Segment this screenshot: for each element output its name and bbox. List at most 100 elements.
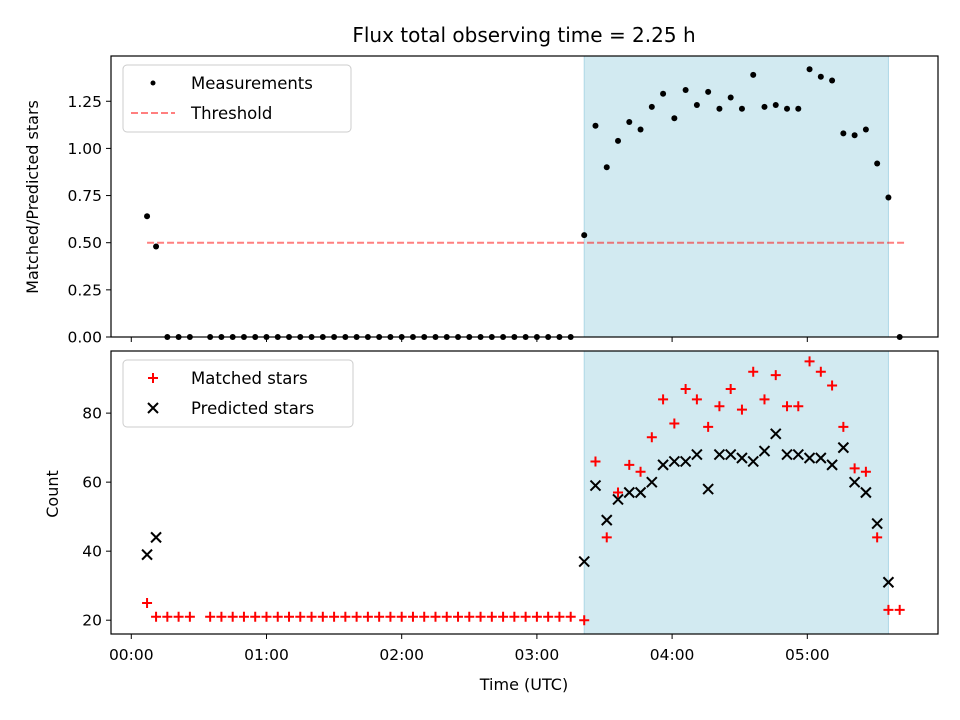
data-point <box>295 611 306 622</box>
data-point <box>815 452 827 464</box>
y-tick-label: 40 <box>82 543 102 561</box>
data-point <box>803 452 816 464</box>
data-point <box>581 232 588 239</box>
data-point <box>635 466 646 477</box>
data-point <box>871 517 883 530</box>
y-tick-label: 0.00 <box>67 329 102 347</box>
data-point <box>453 611 464 622</box>
data-point <box>750 71 757 78</box>
data-point <box>714 401 725 412</box>
data-point <box>579 615 590 626</box>
legend-marker <box>148 373 158 383</box>
top-ylabel: Matched/Predicted stars <box>23 100 42 294</box>
data-point <box>430 611 441 622</box>
data-point <box>615 137 622 144</box>
data-point <box>592 122 599 129</box>
data-point <box>837 441 850 454</box>
data-point <box>648 103 655 110</box>
figure-title: Flux total observing time = 2.25 h <box>352 23 695 47</box>
data-point <box>657 459 669 471</box>
y-tick-label: 80 <box>82 405 102 423</box>
data-point <box>894 604 905 615</box>
data-point <box>464 611 475 622</box>
data-point <box>680 383 691 394</box>
x-tick-label: 00:00 <box>109 646 154 664</box>
x-tick-label: 02:00 <box>379 646 424 664</box>
data-point <box>646 432 657 443</box>
y-tick-label: 60 <box>82 474 102 492</box>
legend: Matched stars Predicted stars <box>122 359 354 428</box>
data-point <box>407 611 418 622</box>
data-point <box>882 576 895 588</box>
data-point <box>827 380 838 391</box>
data-point <box>691 448 703 461</box>
data-point <box>658 394 669 405</box>
data-point <box>205 611 216 622</box>
y-tick-label: 0.50 <box>67 234 102 252</box>
data-point <box>759 394 770 405</box>
data-point <box>806 66 813 73</box>
legend-marker <box>147 402 159 414</box>
data-point <box>272 611 283 622</box>
data-point <box>329 611 340 622</box>
series-matched-stars <box>142 356 905 626</box>
data-point <box>589 479 602 492</box>
data-point <box>351 611 362 622</box>
data-point <box>601 514 613 526</box>
data-point <box>509 611 520 622</box>
data-point <box>227 611 238 622</box>
data-point <box>848 476 861 488</box>
data-point <box>419 611 430 622</box>
data-point <box>578 555 590 568</box>
data-point <box>815 366 826 377</box>
legend: Measurements Threshold <box>122 64 352 133</box>
data-point <box>498 611 509 622</box>
y-tick-label: 1.25 <box>67 93 102 111</box>
data-point <box>238 611 249 622</box>
data-point <box>669 418 680 429</box>
data-point <box>747 455 759 468</box>
data-point <box>142 597 153 608</box>
observing-window-span <box>583 55 889 338</box>
data-point <box>671 115 678 122</box>
data-point <box>872 532 883 543</box>
data-point <box>261 611 272 622</box>
data-point <box>317 611 328 622</box>
data-point <box>612 493 624 506</box>
data-point <box>590 456 601 467</box>
data-point <box>826 459 838 471</box>
data-point <box>601 532 612 543</box>
data-point <box>150 531 162 544</box>
data-point <box>702 483 714 495</box>
data-point <box>626 119 633 126</box>
data-point <box>804 356 815 367</box>
data-point <box>646 476 658 488</box>
data-point <box>851 132 858 139</box>
data-point <box>162 611 173 622</box>
data-point <box>770 370 781 381</box>
data-point <box>340 611 351 622</box>
data-point <box>216 611 227 622</box>
data-point <box>153 243 160 250</box>
data-point <box>727 94 734 101</box>
data-point <box>623 486 635 499</box>
data-point <box>713 448 726 461</box>
data-point <box>543 611 554 622</box>
legend-box <box>122 64 352 133</box>
data-point <box>885 194 892 201</box>
data-point <box>840 130 847 137</box>
data-point <box>782 401 793 412</box>
data-point <box>603 164 610 171</box>
data-point <box>860 466 871 477</box>
data-point <box>668 455 681 468</box>
x-tick-label: 03:00 <box>515 646 560 664</box>
data-point <box>284 611 295 622</box>
data-point <box>385 611 396 622</box>
count-panel: 20 40 60 80 00:00 01:00 02:00 03:00 04:00 05:00 Ma… <box>82 350 939 664</box>
data-point <box>758 445 771 457</box>
axes-frame <box>110 350 939 635</box>
data-point <box>703 421 714 432</box>
data-point <box>736 404 747 415</box>
data-point <box>792 448 804 461</box>
